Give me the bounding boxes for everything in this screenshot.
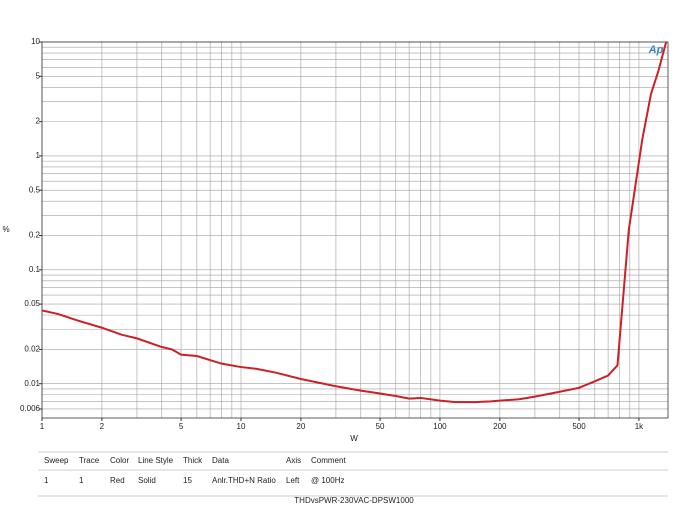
y-tick-label: 5 — [36, 71, 41, 80]
table-header: Axis — [286, 456, 301, 465]
table-cell: Red — [110, 476, 125, 485]
x-tick-label: 20 — [296, 422, 305, 431]
y-tick-label: 0.2 — [29, 231, 41, 240]
y-tick-label: 10 — [31, 37, 40, 46]
table-cell: Anlr.THD+N Ratio — [212, 476, 276, 485]
table-header: Comment — [311, 456, 346, 465]
x-tick-label: 1 — [40, 422, 45, 431]
x-tick-label: 1k — [635, 422, 644, 431]
y-tick-label: 0.05 — [24, 299, 40, 308]
footer: THDvsPWR-230VAC-DPSW1000 — [294, 496, 414, 505]
y-tick-label: 0.006 — [20, 404, 41, 413]
table-cell: 1 — [44, 476, 49, 485]
table-cell: @ 100Hz — [311, 476, 344, 485]
x-tick-label: 100 — [433, 422, 447, 431]
x-tick-label: 200 — [493, 422, 507, 431]
table-cell: 15 — [183, 476, 192, 485]
data-line — [41, 41, 668, 404]
table-cell: Solid — [138, 476, 156, 485]
y-tick-label: 2 — [36, 117, 41, 126]
x-axis-label: W — [350, 434, 358, 443]
y-axis-label: % — [2, 225, 9, 234]
table-header: Data — [212, 456, 229, 465]
table-cell: Left — [286, 476, 300, 485]
x-tick-label: 2 — [100, 422, 105, 431]
x-tick-label: 5 — [179, 422, 184, 431]
table-cell: 1 — [79, 476, 84, 485]
table-header: Color — [110, 456, 129, 465]
table-header: Line Style — [138, 456, 174, 465]
y-tick-label: 0.5 — [29, 185, 41, 194]
y-tick-label: 0.02 — [24, 345, 40, 354]
x-tick-label: 500 — [572, 422, 586, 431]
logo: Ap — [648, 44, 664, 56]
table-header: Trace — [79, 456, 100, 465]
x-tick-label: 50 — [376, 422, 385, 431]
y-tick-label: 0.01 — [24, 379, 40, 388]
table-header: Sweep — [44, 456, 69, 465]
x-tick-label: 10 — [237, 422, 246, 431]
y-tick-label: 0.1 — [29, 265, 41, 274]
y-tick-label: 1 — [36, 151, 41, 160]
table-header: Thick — [183, 456, 203, 465]
plot-border — [41, 41, 669, 419]
